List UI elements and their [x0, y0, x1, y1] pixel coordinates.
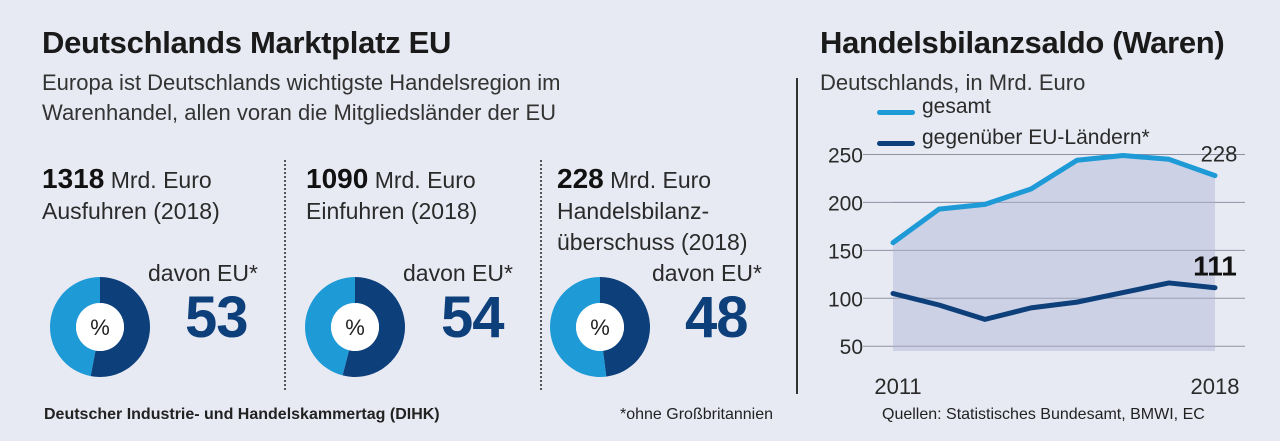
stat-surplus-label-2: überschuss (2018) [557, 229, 748, 255]
donut-1-hole [76, 303, 124, 351]
stat-surplus-value: 228 [557, 163, 604, 194]
stat-imports: 1090 Mrd. Euro [306, 163, 476, 196]
area-total [893, 155, 1215, 351]
left-subtitle-line2: Warenhandel, allen voran die Mitgliedslä… [42, 100, 557, 125]
stat-surplus-label-1: Handelsbilanz- [557, 198, 710, 224]
donut-1-slice-eu [90, 276, 151, 377]
legend-swatch-total [877, 110, 915, 115]
footer-source-org: Deutscher Industrie- und Handelskammerta… [44, 406, 440, 423]
y-tick-label-100: 100 [828, 288, 863, 311]
stat-exports-eu-share: 53 [185, 285, 249, 350]
stat-exports: 1318 Mrd. Euro [42, 163, 212, 196]
left-title: Deutschlands Marktplatz EU [42, 25, 452, 60]
x-tick-label-start: 2011 [874, 374, 921, 399]
donut-2-slice-rest [304, 277, 355, 376]
stat-imports-unit: Mrd. Euro [374, 167, 476, 193]
stat-exports-value: 1318 [42, 163, 105, 194]
stat-imports-davon: davon EU* [403, 260, 513, 286]
stat-surplus: 228 Mrd. Euro [557, 163, 711, 196]
donut-1-percent-icon: % [90, 315, 110, 340]
donut-1-slice-rest [50, 277, 100, 377]
donut-3-slice-rest [549, 277, 607, 378]
right-subtitle: Deutschlands, in Mrd. Euro [820, 70, 1086, 95]
stat-surplus-davon: davon EU* [652, 260, 762, 286]
donut-2-percent-icon: % [345, 315, 365, 340]
stat-imports-eu-share: 54 [441, 285, 505, 350]
stat-imports-label: Einfuhren (2018) [306, 198, 478, 224]
series-line-total [890, 152, 1218, 246]
donut-charts: %%% [50, 276, 650, 378]
y-tick-label-200: 200 [828, 192, 863, 215]
y-tick-label-250: 250 [828, 145, 863, 168]
line-chart: 50 100 150 200 250 2011 2018 228 111 [828, 142, 1245, 399]
left-subtitle-line1: Europa ist Deutschlands wichtigste Hande… [42, 70, 561, 95]
stat-exports-label: Ausfuhren (2018) [42, 198, 220, 224]
donut-3-hole [576, 303, 624, 351]
y-tick-label-50: 50 [840, 336, 863, 359]
divider-2 [540, 160, 542, 390]
stat-imports-value: 1090 [306, 163, 369, 194]
legend-label-total: gesamt [922, 95, 991, 118]
stat-surplus-eu-share: 48 [685, 285, 749, 350]
legend-swatch-eu [877, 141, 915, 146]
donut-3-percent-icon: % [590, 315, 610, 340]
panel-divider [796, 78, 798, 394]
donut-2-hole [331, 303, 379, 351]
footer-note: *ohne Großbritannien [620, 406, 773, 423]
right-title: Handelsbilanzsaldo (Waren) [820, 25, 1225, 60]
stat-surplus-unit: Mrd. Euro [610, 167, 712, 193]
donut-2-slice-eu [342, 277, 405, 377]
y-tick-label-150: 150 [828, 240, 863, 263]
divider-1 [284, 160, 286, 390]
data-label-eu-end: 111 [1193, 251, 1237, 282]
stat-exports-davon: davon EU* [148, 260, 258, 286]
legend-label-eu: gegenüber EU-Ländern* [922, 126, 1150, 149]
donut-3-slice-eu [600, 277, 650, 377]
footer-sources: Quellen: Statistisches Bundesamt, BMWI, … [882, 406, 1205, 423]
series-line-eu [890, 280, 1218, 322]
stat-exports-unit: Mrd. Euro [110, 167, 212, 193]
data-label-total-end: 228 [1201, 142, 1238, 167]
x-tick-label-end: 2018 [1191, 374, 1240, 399]
